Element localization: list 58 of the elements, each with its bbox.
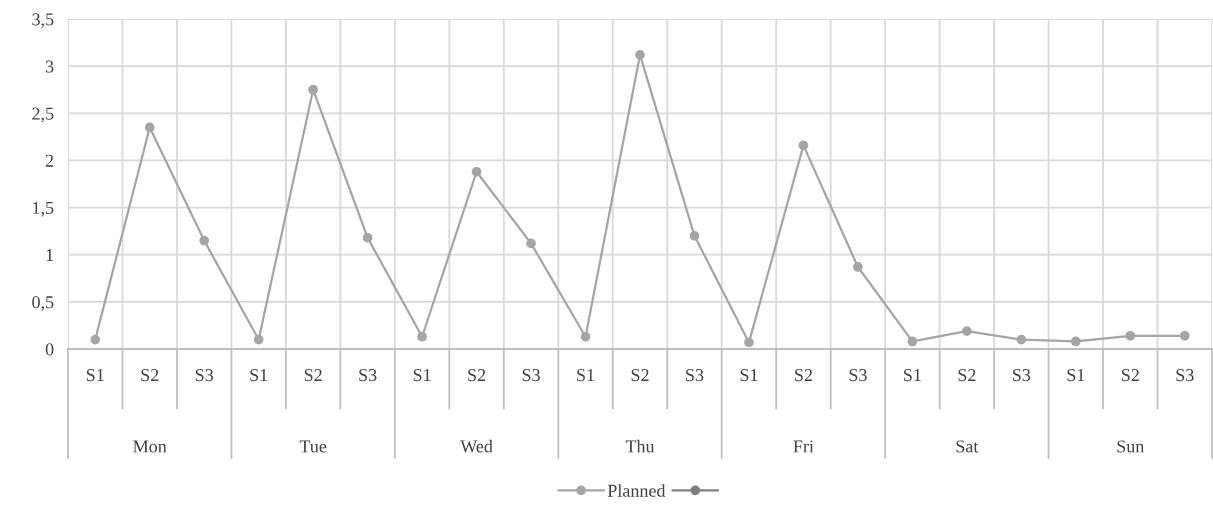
point (1070, 336, 1081, 347)
point (798, 140, 809, 151)
x-tick-label: S2 (958, 369, 976, 382)
x-tick-label: S3 (359, 369, 377, 382)
point (961, 326, 972, 336)
x-tick-label: S1 (577, 369, 594, 382)
point (253, 334, 264, 345)
x-tick-label: S3 (522, 369, 540, 382)
text: Mon (133, 440, 167, 453)
y-tick-label: 1 (46, 249, 54, 261)
point (1179, 330, 1190, 341)
text: Sat (956, 440, 979, 453)
x-tick-label: S2 (304, 369, 322, 382)
point (907, 336, 918, 347)
x-tick-label: S2 (141, 369, 159, 382)
y-tick-label: 1,5 (33, 201, 54, 217)
point (689, 230, 700, 241)
legend-label: Planned (607, 484, 666, 497)
text: Thu (625, 439, 655, 453)
point (853, 262, 863, 272)
x-tick-label: S2 (631, 369, 649, 382)
text: Fri (793, 440, 814, 453)
text: Wed (460, 439, 493, 453)
x-tick-label: S2 (1121, 369, 1139, 382)
point (1125, 330, 1136, 341)
point (744, 337, 754, 348)
point (526, 238, 536, 249)
text: Sun (1117, 440, 1145, 453)
x-tick-label: S3 (195, 369, 214, 382)
point (1016, 334, 1027, 345)
y-tick-label: 2 (45, 154, 54, 167)
x-tick-label: S3 (1013, 369, 1031, 382)
point (308, 84, 319, 95)
point (580, 331, 591, 342)
text: Tue (299, 440, 327, 453)
y-tick-label: 2,5 (32, 107, 54, 123)
x-tick-label: S3 (849, 369, 867, 382)
point (635, 49, 645, 60)
x-tick-label: S2 (795, 369, 812, 382)
x-tick-label: S1 (904, 369, 921, 382)
point (362, 232, 373, 243)
x-tick-label: S3 (1176, 369, 1194, 382)
x-tick-label: S1 (250, 369, 268, 382)
point (144, 122, 155, 133)
point (199, 235, 210, 246)
x-tick-label: S2 (468, 369, 486, 382)
x-tick-label: S1 (740, 369, 758, 382)
x-tick-label: S3 (686, 369, 704, 382)
y-tick-label: 3,5 (32, 13, 54, 29)
y-tick-label: 0,5 (32, 296, 54, 311)
point (417, 331, 427, 342)
y-tick-label: 3 (45, 60, 54, 73)
point (471, 166, 482, 177)
point (90, 334, 101, 345)
x-tick-label: S1 (1067, 369, 1085, 382)
y-tick-label: 0 (45, 343, 54, 356)
x-tick-label: S1 (86, 369, 104, 382)
x-tick-label: S1 (413, 369, 431, 382)
